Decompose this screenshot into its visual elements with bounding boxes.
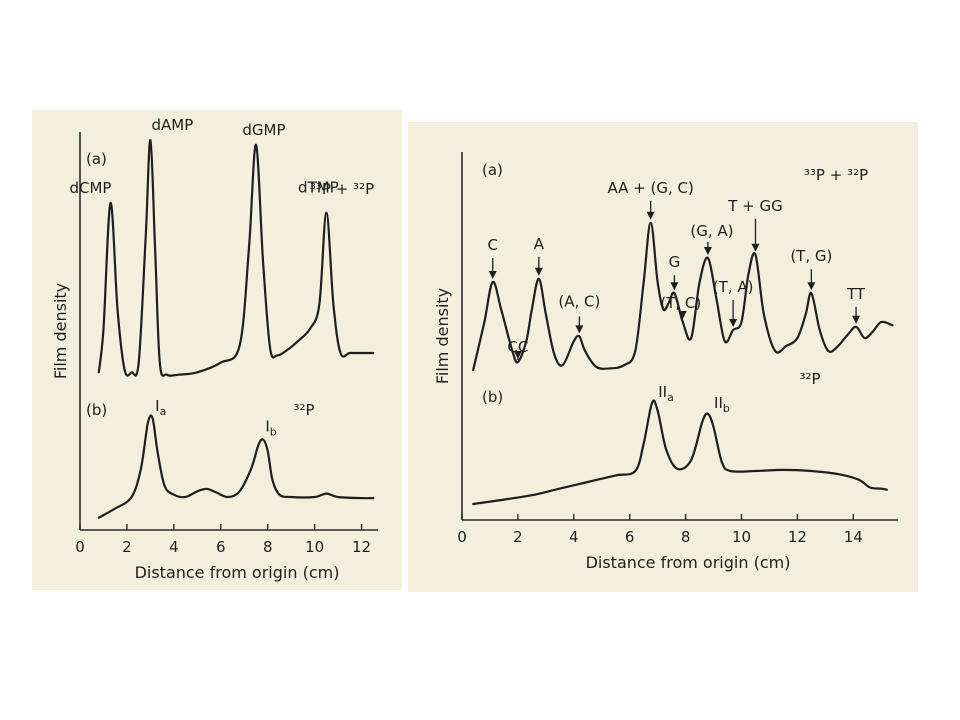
right-annotation-arrow-head [807,282,816,291]
right-x-tick-label: 8 [681,528,691,546]
right-trace-a [472,221,894,372]
right-peak-label: IIb [714,394,730,415]
right-annotation-arrow-head [678,311,687,319]
left-peak-label: dCMP [70,179,112,197]
right-x-tick-label: 12 [788,528,807,546]
right-peak-annotation: (T, A) [713,278,754,296]
right-peak-annotation: (G, A) [690,222,733,240]
right-x-tick-label: 6 [625,528,635,546]
right-x-axis-title: Distance from origin (cm) [586,553,791,572]
right-x-tick-label: 14 [844,528,863,546]
left-isotope-label-a: ³³P + ³²P [310,180,374,198]
left-panel-label-b: (b) [86,401,107,419]
left-peak-label: dAMP [152,116,194,134]
right-peak-annotation: AA + (G, C) [607,179,693,197]
left-x-axis-title: Distance from origin (cm) [135,563,340,582]
right-trace-b [472,399,888,506]
right-x-tick-label: 2 [513,528,523,546]
left-trace-b [97,414,375,519]
right-annotation-arrow-head [670,282,679,291]
right-peak-annotation: G [669,253,681,271]
right-isotope-label-a: ³³P + ³²P [804,166,868,184]
right-x-tick-label: 10 [732,528,751,546]
left-x-tick-label: 4 [169,538,179,556]
right-peak-annotation: (A, C) [558,292,600,310]
right-annotation-arrow-head [575,325,584,334]
right-isotope-label-b: ³²P [799,370,820,388]
left-peak-label: dTMP [298,179,339,197]
left-figure-panel: 0 2 4 6 8 10 12 Distance from origin (cm) Film d… [32,110,402,590]
left-x-tick-label: 6 [216,538,226,556]
right-annotation-arrow-head [751,243,760,252]
right-peak-label: IIa [658,383,674,404]
left-isotope-label-b: ³²P [293,401,314,419]
right-peak-annotation: (T, G) [790,247,832,265]
right-annotation-arrow-head [646,211,655,220]
right-peak-annotation: C [488,236,498,254]
left-peak-label: Ib [265,418,276,439]
right-annotation-arrow-head [488,271,497,279]
left-trace-a [97,138,375,377]
left-x-tick-label: 10 [305,538,324,556]
right-x-tick-label: 0 [457,528,467,546]
right-annotation-arrow-head [513,351,522,359]
right-panel-label-a: (a) [482,161,503,179]
right-peak-annotation: TT [846,285,866,303]
right-annotation-arrow-head [852,315,861,324]
right-chart: 0 2 4 6 8 10 12 14 Distance from origin (cm) Film… [433,152,898,572]
right-peak-annotation: (T, C) [660,294,701,312]
left-x-tick-label: 0 [75,538,85,556]
left-chart: 0 2 4 6 8 10 12 Distance from origin (cm) Film d… [51,116,378,582]
left-peak-label: Ia [155,397,166,418]
right-panel-label-b: (b) [482,388,503,406]
right-annotation-arrow-head [729,319,738,327]
right-annotation-arrow-head [703,247,712,255]
right-peak-annotation: A [534,235,545,253]
right-figure-panel: 0 2 4 6 8 10 12 14 Distance from origin (cm) Film… [408,122,918,592]
left-x-tick-label: 12 [352,538,371,556]
left-x-tick-label: 8 [263,538,273,556]
right-y-axis-title: Film density [433,288,452,384]
right-annotation-arrow-head [534,267,543,276]
left-peak-label: dGMP [242,121,285,139]
right-peak-annotation: CC [507,338,528,356]
right-peak-annotation: T + GG [727,197,783,215]
left-x-tick-label: 2 [122,538,132,556]
left-y-axis-title: Film density [51,283,70,379]
left-panel-label-a: (a) [86,150,107,168]
right-x-tick-label: 4 [569,528,579,546]
